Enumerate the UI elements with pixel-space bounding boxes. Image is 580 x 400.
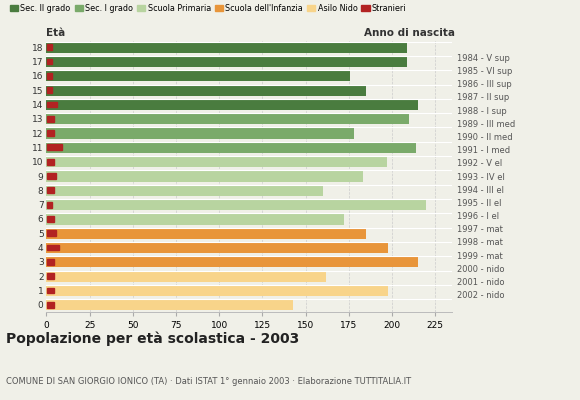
Bar <box>47 73 52 79</box>
Bar <box>46 299 293 310</box>
Text: Anno di nascita: Anno di nascita <box>364 28 455 38</box>
Bar <box>47 58 52 64</box>
Bar <box>46 170 362 182</box>
Bar <box>46 56 408 67</box>
Bar <box>46 242 389 253</box>
Bar <box>46 70 350 81</box>
Bar <box>47 44 52 50</box>
Bar <box>46 271 327 282</box>
Bar <box>46 285 389 296</box>
Bar <box>46 113 409 124</box>
Bar <box>47 230 56 236</box>
Bar <box>47 159 54 164</box>
Bar <box>46 99 418 110</box>
Bar <box>47 173 56 179</box>
Bar <box>47 216 54 222</box>
Text: COMUNE DI SAN GIORGIO IONICO (TA) · Dati ISTAT 1° gennaio 2003 · Elaborazione TU: COMUNE DI SAN GIORGIO IONICO (TA) · Dati… <box>6 377 411 386</box>
Bar <box>47 130 54 136</box>
Bar <box>47 116 54 122</box>
Bar <box>47 259 54 265</box>
Bar <box>47 102 57 107</box>
Bar <box>47 87 52 93</box>
Bar <box>47 144 63 150</box>
Bar <box>46 142 416 153</box>
Bar <box>47 288 54 294</box>
Bar <box>47 245 59 250</box>
Legend: Sec. II grado, Sec. I grado, Scuola Primaria, Scuola dell'Infanzia, Asilo Nido, : Sec. II grado, Sec. I grado, Scuola Prim… <box>10 4 407 13</box>
Bar <box>47 188 54 193</box>
Bar <box>46 199 426 210</box>
Bar <box>46 213 343 224</box>
Text: Età: Età <box>46 28 66 38</box>
Bar <box>47 273 54 279</box>
Bar <box>46 156 387 167</box>
Bar <box>46 42 408 53</box>
Bar <box>46 84 366 96</box>
Bar <box>46 128 354 139</box>
Bar <box>46 256 418 268</box>
Bar <box>46 228 366 239</box>
Bar <box>47 302 54 308</box>
Text: Popolazione per età scolastica - 2003: Popolazione per età scolastica - 2003 <box>6 332 299 346</box>
Bar <box>47 202 52 208</box>
Bar <box>46 185 323 196</box>
